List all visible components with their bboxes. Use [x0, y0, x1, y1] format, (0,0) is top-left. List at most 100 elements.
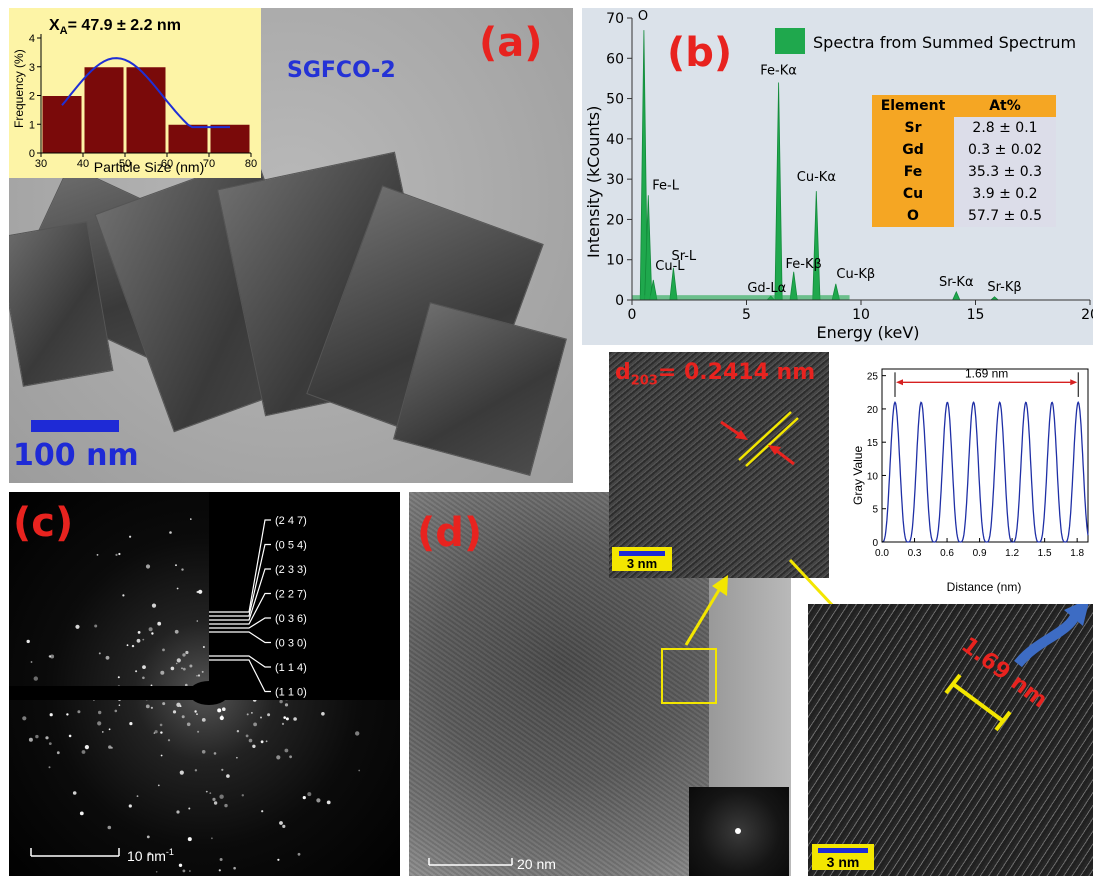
table-row: Gd 0.3 ± 0.02	[872, 139, 1056, 161]
profile-x-tick-label: 1.2	[1005, 548, 1019, 559]
panel-b-letter: (b)	[667, 30, 732, 76]
diffraction-spot	[233, 867, 236, 870]
diffraction-spot	[358, 770, 360, 772]
diffraction-spot	[31, 661, 33, 663]
diffraction-spot	[99, 652, 101, 654]
table-header: Element	[872, 95, 954, 117]
span-label: 1.69 nm	[965, 366, 1008, 380]
diffraction-spot	[111, 747, 113, 749]
diffraction-spot	[155, 730, 158, 733]
eds-background	[632, 295, 850, 300]
sample-label: SGFCO-2	[287, 58, 396, 83]
histogram-y-tick-label: 1	[29, 119, 35, 131]
histogram-y-tick-label: 2	[29, 91, 35, 103]
scale-bar	[31, 420, 119, 432]
hr-overlay: 3 nm	[609, 352, 829, 578]
diffraction-spot	[157, 622, 161, 626]
diffraction-spot	[177, 658, 181, 662]
diffraction-spot	[176, 663, 178, 665]
diffraction-spot	[162, 649, 165, 652]
diffraction-spot	[66, 713, 68, 715]
diffraction-spot	[75, 625, 79, 629]
legend-swatch	[775, 28, 805, 54]
eds-peak-label: Cu-Kβ	[836, 267, 875, 282]
diffraction-spot	[188, 837, 192, 841]
diffraction-spot	[202, 671, 204, 673]
diffraction-spot	[168, 739, 170, 741]
diffraction-spot	[35, 735, 38, 738]
diffraction-spot	[307, 792, 311, 796]
histogram-bar	[210, 124, 250, 153]
diffraction-spot	[183, 668, 186, 671]
diffraction-spot	[146, 564, 150, 568]
histogram-x-tick-label: 70	[203, 158, 215, 170]
diffraction-spot	[214, 801, 217, 804]
diffraction-spot	[221, 769, 223, 771]
panel-b-eds-spectrum: 0 5 10 15 20 0 10 20 30 40 50 60 70 O Fe-L Cu-LSr-L Fe-K…	[582, 8, 1093, 345]
diffraction-spot	[171, 667, 175, 671]
diffraction-spot	[276, 755, 280, 759]
profile-y-tick-label: 20	[867, 405, 879, 416]
diffraction-spot	[182, 653, 185, 656]
diffraction-spot	[176, 810, 179, 813]
profile-x-tick-label: 0.9	[973, 548, 987, 559]
diffraction-spot	[327, 801, 331, 805]
diffraction-spot	[161, 755, 163, 757]
composition-table: Element At% Sr 2.8 ± 0.1 Gd 0.3 ± 0.02 Fe 3…	[872, 95, 1056, 227]
line-profile-plot: 1.69 nm 0.0 0.3 0.6 0.9 1.2 1.5 1.8 0 5 10 15 20 25 G…	[848, 357, 1093, 597]
diffraction-spot	[158, 785, 160, 787]
eds-x-tick-label: 20	[1081, 307, 1093, 323]
at-percent-cell: 35.3 ± 0.3	[954, 161, 1056, 183]
diffraction-spot	[219, 795, 223, 799]
ring-index-label: (1 1 4)	[275, 662, 307, 674]
histogram-x-tick-label: 80	[245, 158, 257, 170]
element-cell: O	[872, 205, 954, 227]
diffraction-spot	[177, 588, 179, 590]
diffraction-spot	[293, 717, 297, 721]
ring-index-label: (0 3 6)	[275, 613, 307, 625]
diffraction-spot	[220, 716, 224, 720]
table-row: Fe 35.3 ± 0.3	[872, 161, 1056, 183]
diffraction-spot	[77, 710, 80, 713]
diffraction-spot	[196, 713, 198, 715]
diffraction-spot	[129, 722, 132, 725]
diffraction-spot	[49, 742, 52, 745]
profile-line	[882, 402, 1088, 542]
diffraction-spot	[50, 713, 53, 716]
diffraction-spot	[279, 700, 282, 703]
eds-y-tick-label: 50	[606, 92, 624, 108]
table-header: At%	[954, 95, 1056, 117]
hr-scale-label: 3 nm	[627, 556, 657, 571]
diffraction-spot	[283, 716, 286, 719]
eds-peak	[775, 83, 782, 301]
diffraction-spot	[118, 553, 120, 555]
diffraction-spot	[85, 745, 89, 749]
ifft-scale-label: 3 nm	[827, 854, 860, 870]
diffraction-spot	[181, 667, 183, 669]
ring-index-label: (2 4 7)	[275, 515, 307, 527]
saed-svg: (2 4 7) (0 5 4) (2 3 3) (2 2 7) (0 3 6) (0 3 …	[9, 492, 400, 876]
diffraction-spot	[106, 656, 110, 660]
histogram-bar	[84, 67, 124, 153]
beam-stop-center	[189, 681, 229, 705]
diffraction-spot	[27, 640, 30, 643]
diffraction-spot	[197, 620, 199, 622]
panel-c-saed-pattern: (2 4 7) (0 5 4) (2 3 3) (2 2 7) (0 3 6) (0 3 …	[9, 492, 400, 876]
histogram-y-tick-label: 0	[29, 148, 35, 160]
element-cell: Sr	[872, 117, 954, 139]
diffraction-spot	[203, 646, 205, 648]
diffraction-spot	[175, 630, 179, 634]
diffraction-spot	[160, 671, 164, 675]
diffraction-spot	[267, 713, 270, 716]
diffraction-spot	[242, 794, 244, 796]
diffraction-spot	[214, 752, 217, 755]
at-percent-cell: 57.7 ± 0.5	[954, 205, 1056, 227]
diffraction-spot	[173, 710, 176, 713]
table-row: Sr 2.8 ± 0.1	[872, 117, 1056, 139]
profile-svg: 1.69 nm 0.0 0.3 0.6 0.9 1.2 1.5 1.8 0 5 10 15 20 25 G…	[848, 357, 1093, 597]
profile-y-tick-label: 15	[867, 438, 879, 449]
fringe-line	[746, 418, 798, 466]
eds-peak	[813, 191, 820, 300]
diffraction-spot	[102, 731, 104, 733]
diffraction-spot	[49, 766, 51, 768]
